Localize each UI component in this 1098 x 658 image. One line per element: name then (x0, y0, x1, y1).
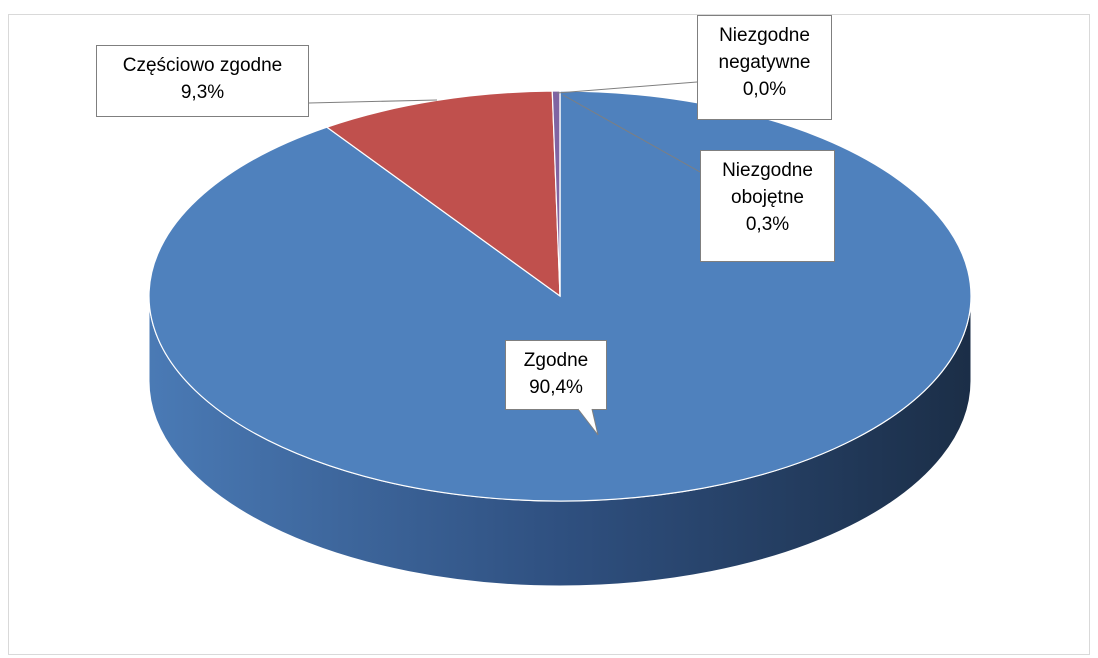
data-label: Częściowo zgodne 9,3% (96, 45, 309, 117)
data-label: Niezgodne obojętne 0,3% (700, 150, 835, 262)
label-value: 0,3% (745, 214, 790, 235)
data-label: Niezgodne negatywne 0,0% (697, 15, 832, 120)
label-category: Niezgodne negatywne (718, 25, 811, 73)
leader-line (562, 94, 701, 173)
label-category: Niezgodne obojętne (722, 160, 813, 208)
leader-line (308, 99, 438, 104)
chart-frame (8, 14, 1090, 655)
pie-slice (325, 90, 561, 298)
label-value: 0,0% (742, 79, 787, 100)
label-category: Zgodne (523, 350, 589, 371)
label-value: 90,4% (529, 377, 583, 398)
label-value: 9,3% (180, 82, 225, 103)
label-category: Częściowo zgodne (122, 55, 283, 76)
leader-line (556, 81, 698, 94)
data-label: Zgodne 90,4% (505, 340, 607, 410)
